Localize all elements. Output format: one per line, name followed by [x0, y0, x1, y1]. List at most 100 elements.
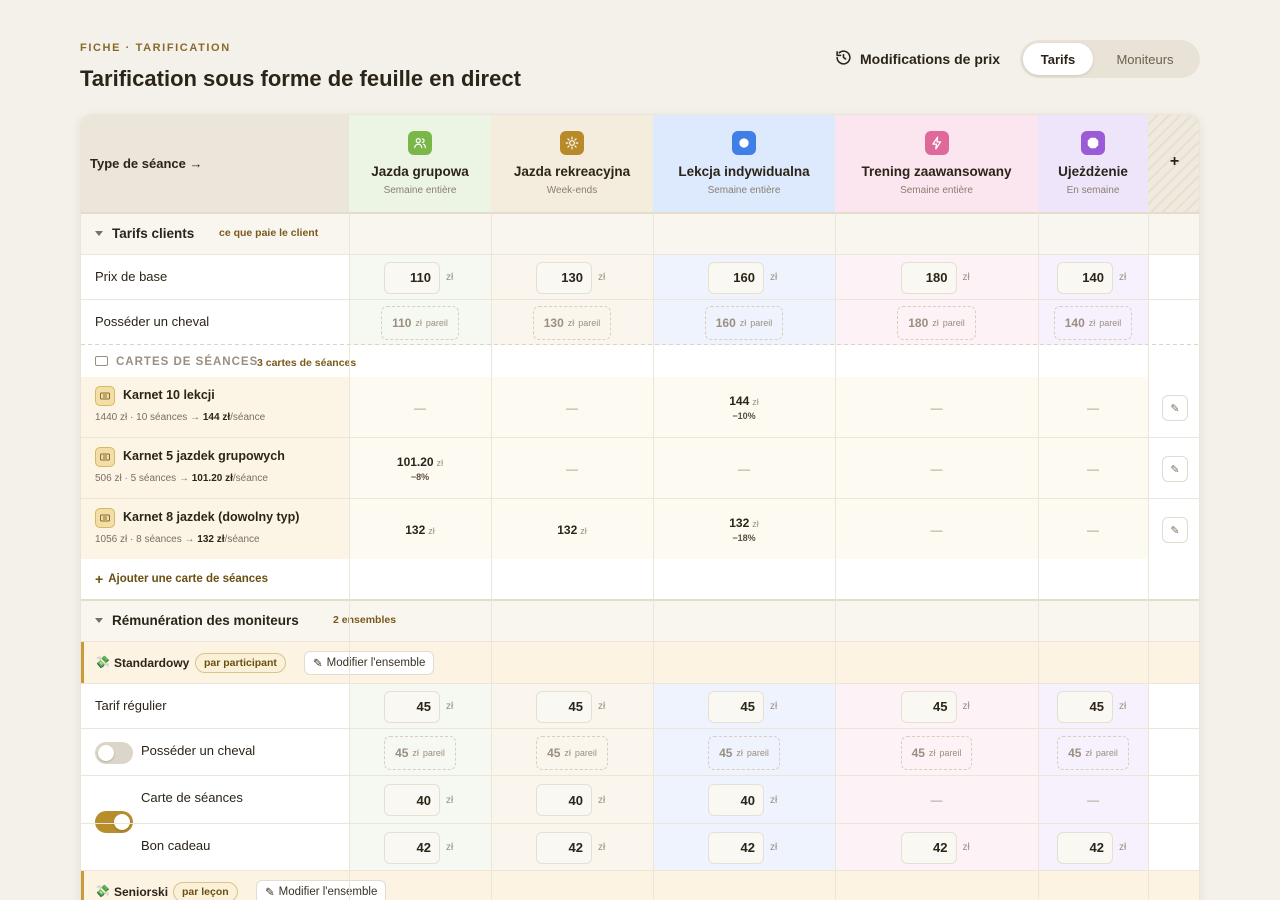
card-price: 144 zł −10% [729, 394, 759, 421]
base-price-input[interactable]: 180 [900, 261, 957, 294]
pay-same-value[interactable]: 45 zł pareil [900, 735, 973, 770]
same-label: pareil [1095, 747, 1118, 758]
price-history-label: Modifications de prix [860, 51, 1001, 67]
pay-cell: 45 zł pareil [349, 729, 491, 776]
price-number: 101.20 [396, 455, 434, 469]
own-horse-price-same-value[interactable]: 160 zł pareil [704, 305, 784, 340]
pay-input[interactable]: 45 [536, 690, 592, 723]
unit-label: zł [770, 701, 778, 712]
view-switch: Tarifs Moniteurs [1020, 40, 1200, 78]
column-schedule: Semaine entière [900, 185, 973, 196]
pay-cell: 45 zł pareil [491, 729, 653, 776]
edit-card-button[interactable]: ✎ [1162, 395, 1188, 421]
base-price-input[interactable]: 110 [384, 261, 440, 294]
edit-set-button[interactable]: ✎ Modifier l'ensemble [256, 880, 387, 900]
own-horse-price-same-value[interactable]: 130 zł pareil [532, 305, 612, 340]
toggle-switch[interactable] [95, 811, 133, 833]
column-header-4[interactable]: Trening zaawansowany Semaine entière [835, 115, 1038, 213]
column-divider [835, 213, 836, 900]
pay-input[interactable]: 42 [384, 831, 440, 864]
inherited-value: 45 [1068, 745, 1082, 760]
card-cell-bg [653, 377, 835, 438]
card-meta: 1440 zł · 10 séances → 144 zł/séance [95, 412, 265, 423]
card-price-cell[interactable]: 101.20 zł −8% [349, 438, 491, 499]
people-icon [408, 131, 432, 155]
empty-cell: — [835, 377, 1038, 438]
card-row-bg [81, 499, 349, 560]
ticket-icon [95, 356, 108, 366]
card-price-cell[interactable]: 144 zł −10% [653, 377, 835, 438]
unit-label: zł [932, 317, 939, 328]
pay-input[interactable]: 45 [384, 690, 440, 723]
card-price-cell[interactable]: 132 zł [491, 499, 653, 560]
card-name: Karnet 10 lekcji [123, 388, 215, 402]
add-column-area [1148, 115, 1199, 213]
tab-moniteurs[interactable]: Moniteurs [1116, 51, 1174, 67]
unit-label: zł [446, 842, 454, 853]
divider [81, 498, 1199, 499]
own-horse-price-same-value[interactable]: 140 zł pareil [1053, 305, 1133, 340]
pay-input[interactable]: 42 [1057, 831, 1113, 864]
edit-card-button[interactable]: ✎ [1162, 517, 1188, 543]
empty-cell: — [653, 438, 835, 499]
card-cell-bg [491, 438, 653, 499]
chevron-down-icon[interactable] [95, 618, 103, 623]
inherited-value: 45 [911, 745, 925, 760]
card-price-cell[interactable]: 132 zł [349, 499, 491, 560]
price-history-button[interactable]: Modifications de prix [835, 50, 1000, 68]
client-tariffs-section-bg [81, 214, 1199, 255]
unit-label: zł [962, 842, 970, 853]
column-header-3[interactable]: Lekcja indywidualna Semaine entière [653, 115, 835, 213]
card-price-value: 144 zł [729, 394, 759, 408]
pay-same-value[interactable]: 45 zł pareil [384, 735, 456, 770]
header-corner [81, 115, 349, 213]
column-divider [1038, 213, 1039, 900]
column-header-1[interactable]: Jazda grupowa Semaine entière [349, 115, 491, 213]
pay-input[interactable]: 40 [536, 784, 592, 816]
pay-same-value[interactable]: 45 zł pareil [708, 735, 780, 770]
own-horse-price-same-value[interactable]: 180 zł pareil [897, 305, 976, 340]
arrow-icon: → [176, 473, 192, 484]
base-price-input[interactable]: 130 [536, 261, 592, 294]
pay-input[interactable]: 40 [708, 784, 764, 816]
pay-input[interactable]: 45 [900, 690, 957, 723]
edit-set-button[interactable]: ✎ Modifier l'ensemble [304, 651, 435, 675]
chevron-down-icon[interactable] [95, 231, 103, 236]
empty-cell: — [835, 438, 1038, 499]
pay-input[interactable]: 40 [384, 784, 440, 816]
pay-set-name: Seniorski [114, 885, 169, 899]
unit-label: zł [415, 317, 422, 328]
unit-label: zł [770, 794, 778, 806]
cards-group-bg [81, 345, 1199, 377]
edit-card-button[interactable]: ✎ [1162, 456, 1188, 482]
same-label: pareil [746, 747, 769, 758]
add-column-button[interactable]: + [1169, 153, 1180, 170]
pay-input[interactable]: 45 [708, 690, 764, 723]
own-horse-price-same-value[interactable]: 110 zł pareil [381, 305, 459, 340]
add-card-button[interactable]: + Ajouter une carte de séances [95, 571, 268, 587]
pay-input[interactable]: 42 [900, 831, 957, 864]
base-price-input[interactable]: 140 [1057, 261, 1113, 294]
edit-set-label: Modifier l'ensemble [278, 886, 378, 898]
column-header-2[interactable]: Jazda rekreacyjna Week-ends [491, 115, 653, 213]
column-header-5[interactable]: Ujeżdżenie En semaine [1038, 115, 1148, 213]
inherited-value: 160 [715, 315, 736, 330]
pay-input[interactable]: 42 [708, 831, 764, 864]
divider [81, 212, 1199, 214]
pay-input[interactable]: 42 [536, 831, 592, 864]
own-horse-price-cell: 110 zł pareil [349, 300, 491, 345]
pay-input[interactable]: 45 [1057, 690, 1113, 723]
pay-same-value[interactable]: 45 zł pareil [1057, 735, 1129, 770]
cards-title: CARTES DE SÉANCES [116, 356, 259, 368]
pay-same-value[interactable]: 45 zł pareil [536, 735, 608, 770]
card-cell-bg [653, 499, 835, 560]
unit-label: zł [446, 701, 454, 712]
empty-dash: — [930, 400, 943, 415]
base-price-input[interactable]: 160 [708, 261, 764, 294]
unit-label: zł [770, 272, 778, 283]
empty-cell: — [835, 776, 1038, 824]
tab-tarifs[interactable]: Tarifs [1023, 43, 1093, 75]
inherited-value: 130 [543, 315, 564, 330]
toggle-switch[interactable] [95, 741, 133, 764]
card-price-cell[interactable]: 132 zł −18% [653, 499, 835, 560]
